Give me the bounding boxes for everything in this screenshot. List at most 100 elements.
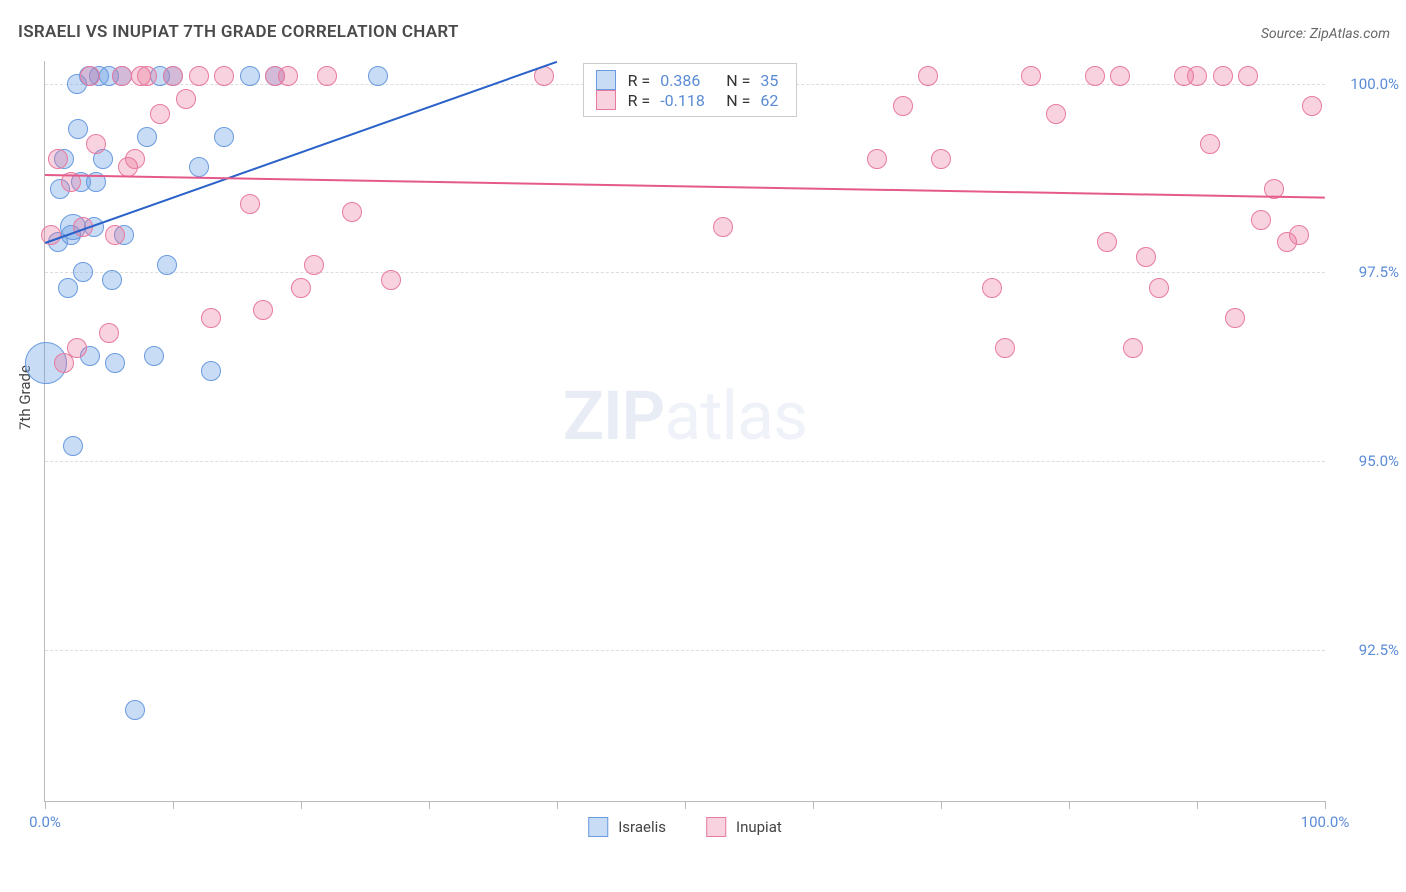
x-tick [685,801,686,809]
legend-item: Inupiat [706,817,782,837]
legend-swatch [596,90,616,110]
scatter-point [68,119,88,139]
n-label: N = [726,91,750,110]
scatter-point [1187,66,1207,86]
x-tick [813,801,814,809]
r-value: 0.386 [660,71,716,90]
scatter-point [240,194,260,214]
source-attribution: Source: ZipAtlas.com [1261,26,1390,42]
scatter-point [137,66,157,86]
r-value: -0.118 [660,91,716,110]
scatter-point [67,338,87,358]
scatter-point [1213,66,1233,86]
scatter-point [317,66,337,86]
scatter-point [1289,225,1309,245]
scatter-point [240,66,260,86]
legend-swatch [706,817,726,837]
scatter-point [1200,134,1220,154]
scatter-point [368,66,388,86]
scatter-point [253,300,273,320]
gridline [45,272,1325,273]
stat-row: R = -0.118 N = 62 [596,90,779,110]
x-tick [173,801,174,809]
scatter-point [1136,247,1156,267]
correlation-stats-box: R =0.386N =35R =-0.118N =62 [583,63,798,117]
scatter-point [1123,338,1143,358]
y-tick-label: 95.0% [1339,452,1399,470]
scatter-point [982,278,1002,298]
x-tick [1325,801,1326,809]
r-label: R = [628,71,651,90]
scatter-point [1238,66,1258,86]
scatter-point [1302,96,1322,116]
scatter-point [995,338,1015,358]
scatter-point [105,353,125,373]
scatter-point [125,149,145,169]
legend-label: Israelis [618,818,666,836]
legend-item: Israelis [588,817,666,837]
scatter-point [1110,66,1130,86]
scatter-point [73,262,93,282]
x-tick [301,801,302,809]
scatter-point [278,66,298,86]
scatter-point [189,157,209,177]
scatter-point [381,270,401,290]
gridline [45,650,1325,651]
legend-label: Inupiat [736,818,782,836]
chart-title: ISRAELI VS INUPIAT 7TH GRADE CORRELATION… [18,22,459,42]
scatter-point [1225,308,1245,328]
scatter-point [48,149,68,169]
scatter-point [713,217,733,237]
scatter-point [99,323,119,343]
scatter-point [63,436,83,456]
r-label: R = [628,91,651,110]
x-tick [45,801,46,809]
watermark: ZIPatlas [563,376,807,456]
scatter-point [105,225,125,245]
scatter-point [1097,232,1117,252]
scatter-point [214,127,234,147]
x-tick-label: 0.0% [29,813,61,831]
scatter-point [1251,210,1271,230]
x-tick [429,801,430,809]
scatter-point [189,66,209,86]
scatter-point [176,89,196,109]
scatter-point [918,66,938,86]
scatter-point [157,255,177,275]
scatter-point [291,278,311,298]
scatter-point [125,700,145,720]
scatter-point [58,278,78,298]
scatter-point [1149,278,1169,298]
n-label: N = [726,71,750,90]
scatter-point [112,66,132,86]
stat-row: R =0.386N =35 [596,70,779,90]
n-value: 62 [760,91,778,110]
scatter-point [150,104,170,124]
scatter-point [201,361,221,381]
scatter-plot: ZIPatlas 92.5%95.0%97.5%100.0%0.0%100.0%… [44,61,1325,802]
scatter-point [163,66,183,86]
scatter-point [137,127,157,147]
legend-swatch [588,817,608,837]
trend-line [45,174,1325,199]
y-tick-label: 92.5% [1339,641,1399,659]
scatter-point [867,149,887,169]
x-tick [941,801,942,809]
x-tick [1069,801,1070,809]
y-tick-label: 97.5% [1339,263,1399,281]
scatter-point [893,96,913,116]
scatter-point [214,66,234,86]
scatter-point [80,66,100,86]
scatter-point [1021,66,1041,86]
scatter-point [201,308,221,328]
scatter-point [931,149,951,169]
gridline [45,461,1325,462]
trend-line [45,61,558,244]
scatter-point [86,134,106,154]
legend-swatch [596,70,616,90]
scatter-point [1046,104,1066,124]
scatter-point [304,255,324,275]
scatter-point [102,270,122,290]
x-tick [1197,801,1198,809]
scatter-point [1085,66,1105,86]
